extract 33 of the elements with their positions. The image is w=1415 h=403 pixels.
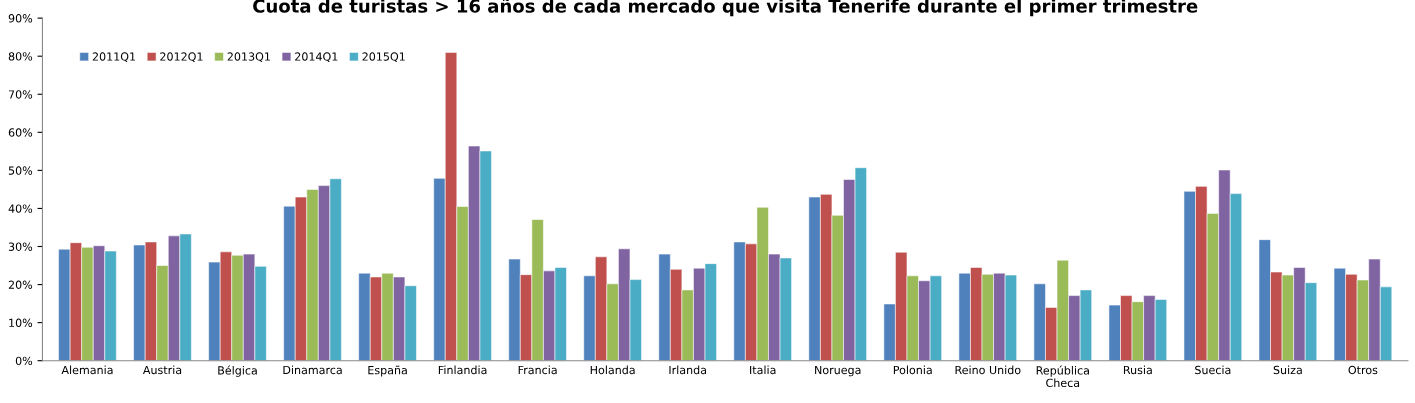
x-tick-label: Austria (142, 365, 182, 375)
legend-label: 2014Q1 (295, 52, 338, 62)
x-tick-label: Alemania (61, 365, 113, 375)
x-tick-label: Rusia (1123, 365, 1152, 375)
x-tick-label: Noruega (815, 365, 861, 377)
y-tick-label: 30% (8, 242, 33, 251)
y-tick-label: 40% (8, 204, 33, 213)
y-tick-label: 70% (8, 90, 33, 99)
legend-label: 2012Q1 (160, 52, 203, 62)
x-tick-label: Dinamarca (283, 365, 342, 375)
x-tick-label: Italia (750, 365, 776, 375)
y-tick-label: 0% (15, 356, 33, 366)
x-tick-label: Polonia (893, 365, 932, 375)
y-tick-label: 80% (8, 52, 33, 61)
x-tick-label: Reino Unido (955, 365, 1021, 375)
x-tick-label: Otros (1348, 365, 1378, 375)
x-tick-label: Finlandia (438, 365, 487, 375)
x-tick-label: Suecia (1195, 365, 1231, 375)
x-tick-label: Holanda (590, 365, 635, 375)
x-tick-label: República Checa (1036, 365, 1089, 388)
legend-label: 2013Q1 (227, 52, 270, 62)
legend-label: 2015Q1 (362, 52, 405, 62)
x-tick-label: Bélgica (218, 365, 257, 377)
x-tick-label: Irlanda (669, 365, 706, 375)
x-tick-label: España (368, 365, 407, 377)
y-tick-label: 90% (8, 14, 33, 23)
x-tick-label: Suiza (1273, 365, 1302, 375)
y-tick-label: 20% (8, 280, 33, 289)
legend-label: 2011Q1 (92, 52, 136, 62)
y-tick-label: 50% (8, 166, 33, 175)
x-tick-label: Francia (518, 365, 557, 375)
y-tick-label: 60% (8, 128, 33, 137)
y-tick-label: 10% (9, 318, 33, 327)
